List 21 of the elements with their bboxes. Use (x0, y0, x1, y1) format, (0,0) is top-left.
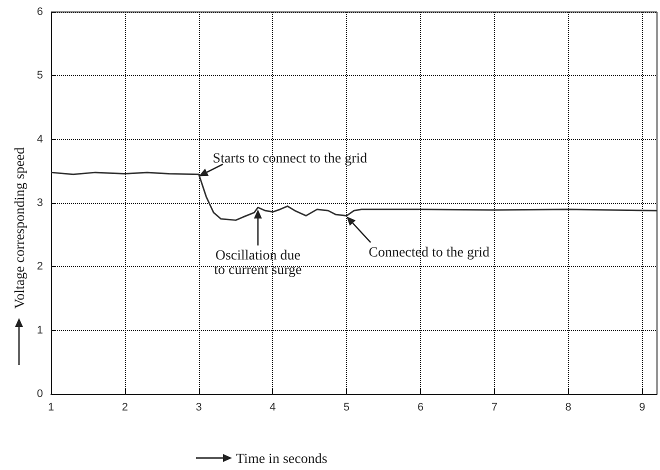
x-tick-label: 8 (565, 402, 572, 414)
x-tick-label: 4 (270, 402, 276, 414)
y-tick-label: 0 (36, 388, 43, 400)
x-tick-label: 7 (491, 402, 498, 414)
y-tick-label: 4 (36, 133, 43, 146)
y-axis-title: Voltage corresponding speed (13, 147, 28, 309)
y-tick-label: 1 (36, 324, 43, 336)
x-tick-label: 9 (639, 402, 646, 414)
x-tick-label: 1 (48, 402, 54, 414)
x-tick-label: 3 (196, 402, 202, 414)
annotation: Oscillation due to current surge (214, 248, 302, 278)
x-tick-label: 5 (344, 402, 350, 414)
x-axis-title: Time in seconds (236, 452, 328, 467)
x-tick-label: 2 (122, 402, 128, 414)
annotation: Connected to the grid (368, 245, 490, 260)
y-tick-label: 5 (36, 70, 43, 82)
x-tick-label: 6 (417, 402, 424, 414)
annotation: Starts to connect to the grid (212, 151, 368, 166)
y-tick-label: 3 (36, 197, 43, 209)
y-tick-label: 6 (36, 6, 43, 18)
y-tick-label: 2 (36, 260, 43, 273)
